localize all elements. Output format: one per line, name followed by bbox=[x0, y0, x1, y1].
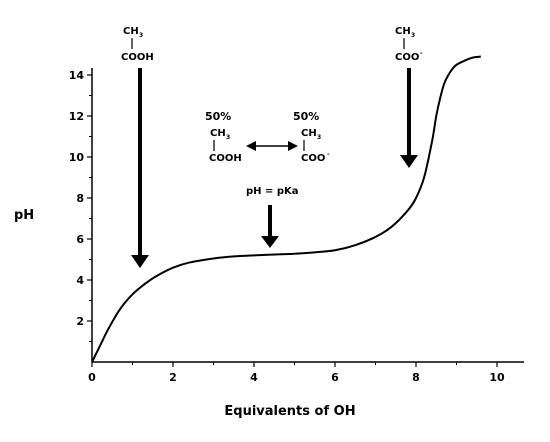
y-tick-label: 2 bbox=[76, 315, 84, 328]
mid-left-percent: 50% bbox=[205, 110, 231, 123]
right-coo-label: COO bbox=[395, 52, 419, 63]
x-tick-label: 0 bbox=[88, 371, 96, 384]
y-tick-label: 4 bbox=[76, 274, 84, 287]
y-axis-label: pH bbox=[14, 208, 34, 223]
y-tick-label: 6 bbox=[76, 233, 84, 246]
equilibrium-annotation: 50% CH 3 COOH 50% CH 3 COO - pH = pKa bbox=[205, 110, 330, 248]
axes bbox=[91, 68, 524, 363]
mid-left-ch-sub: 3 bbox=[226, 134, 230, 141]
left-ch-label: CH bbox=[123, 26, 139, 37]
mid-right-percent: 50% bbox=[293, 110, 319, 123]
x-tick-label: 2 bbox=[169, 371, 177, 384]
y-tick-label: 10 bbox=[69, 151, 85, 164]
mid-right-ch-sub: 3 bbox=[317, 134, 321, 141]
left-arrow-head bbox=[131, 255, 149, 268]
x-tick-label: 6 bbox=[331, 371, 339, 384]
y-tick-label: 8 bbox=[76, 192, 84, 205]
mid-right-ch-label: CH bbox=[301, 128, 317, 139]
y-tick-label: 12 bbox=[69, 110, 84, 123]
mid-right-coo-charge: - bbox=[327, 151, 330, 158]
pka-arrow-head bbox=[261, 236, 279, 248]
left-ch-sub: 3 bbox=[139, 32, 143, 39]
mid-left-cooh-label: COOH bbox=[209, 153, 242, 164]
x-tick-label: 8 bbox=[412, 371, 420, 384]
x-axis-label: Equivalents of OH bbox=[224, 404, 355, 419]
x-tick-label: 10 bbox=[489, 371, 505, 384]
mid-left-ch-label: CH bbox=[210, 128, 226, 139]
pka-note: pH = pKa bbox=[246, 186, 299, 197]
x-tick-label: 4 bbox=[250, 371, 258, 384]
equilibrium-arrow-left-head bbox=[246, 141, 256, 151]
right-ch-sub: 3 bbox=[411, 32, 415, 39]
right-coo-charge: - bbox=[420, 50, 423, 57]
right-arrow-head bbox=[400, 155, 418, 168]
right-ch-label: CH bbox=[395, 26, 411, 37]
y-ticks: 2 4 6 8 10 12 14 bbox=[69, 69, 92, 342]
left-cooh-label: COOH bbox=[121, 52, 154, 63]
equilibrium-arrow-right-head bbox=[288, 141, 298, 151]
y-tick-label: 14 bbox=[69, 69, 85, 82]
x-ticks: 0 2 4 6 8 10 bbox=[88, 362, 505, 384]
titration-curve bbox=[91, 55, 481, 363]
left-annotation: CH 3 COOH bbox=[121, 26, 154, 268]
mid-right-coo-label: COO bbox=[301, 153, 325, 164]
right-annotation: CH 3 COO - bbox=[395, 26, 423, 168]
